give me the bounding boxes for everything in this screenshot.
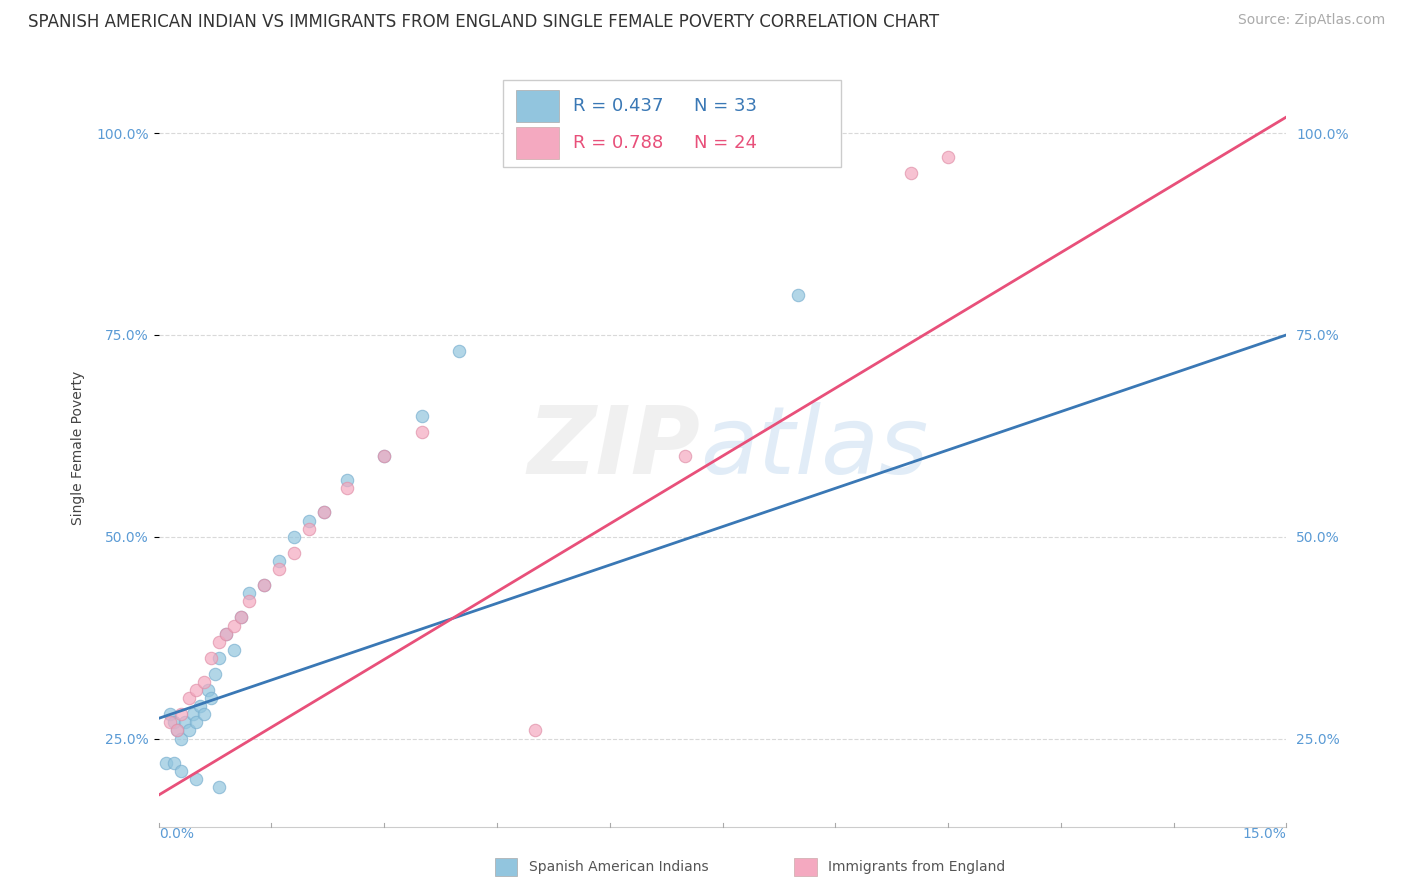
Point xyxy=(314,506,336,520)
Text: N = 24: N = 24 xyxy=(695,134,758,152)
Point xyxy=(222,642,245,657)
Point xyxy=(208,650,231,665)
Text: SPANISH AMERICAN INDIAN VS IMMIGRANTS FROM ENGLAND SINGLE FEMALE POVERTY CORRELA: SPANISH AMERICAN INDIAN VS IMMIGRANTS FR… xyxy=(28,13,939,31)
Point xyxy=(336,481,359,495)
Point xyxy=(298,522,321,536)
Point xyxy=(181,707,204,722)
Point xyxy=(166,723,188,738)
Point xyxy=(314,506,336,520)
Point xyxy=(163,715,186,730)
Point xyxy=(193,675,215,690)
Point xyxy=(208,634,231,648)
Y-axis label: Single Female Poverty: Single Female Poverty xyxy=(72,371,86,525)
Point xyxy=(215,626,238,640)
Point xyxy=(373,449,395,463)
Text: Source: ZipAtlas.com: Source: ZipAtlas.com xyxy=(1237,13,1385,28)
Point xyxy=(174,715,197,730)
Point xyxy=(208,780,231,794)
Point xyxy=(298,514,321,528)
Point xyxy=(155,756,177,770)
Point xyxy=(170,707,193,722)
Point xyxy=(159,707,181,722)
Text: R = 0.437: R = 0.437 xyxy=(572,97,664,115)
Point xyxy=(186,715,208,730)
Text: atlas: atlas xyxy=(700,402,928,493)
Point xyxy=(204,667,226,681)
Point xyxy=(253,578,276,592)
Point xyxy=(411,425,433,439)
Point xyxy=(283,530,305,544)
Point xyxy=(411,409,433,423)
Point xyxy=(186,772,208,786)
Point xyxy=(336,473,359,487)
Point xyxy=(900,166,922,180)
Point xyxy=(197,683,219,698)
Point xyxy=(238,594,260,608)
Point xyxy=(267,562,290,576)
Point xyxy=(193,707,215,722)
Point xyxy=(373,449,395,463)
Point xyxy=(523,723,546,738)
Point xyxy=(936,150,959,164)
Point xyxy=(215,626,238,640)
Point xyxy=(267,554,290,568)
Point xyxy=(200,691,222,706)
Point xyxy=(163,756,186,770)
Text: Spanish American Indians: Spanish American Indians xyxy=(529,860,709,874)
FancyBboxPatch shape xyxy=(503,80,841,167)
Text: ZIP: ZIP xyxy=(527,402,700,494)
Point xyxy=(238,586,260,600)
Point xyxy=(186,683,208,698)
Text: 15.0%: 15.0% xyxy=(1243,827,1286,841)
Bar xyxy=(516,90,560,122)
Point xyxy=(283,546,305,560)
Point xyxy=(673,449,696,463)
Point xyxy=(222,618,245,632)
Bar xyxy=(516,127,560,159)
Point xyxy=(786,287,808,301)
Point xyxy=(200,650,222,665)
Point xyxy=(188,699,211,714)
Point xyxy=(159,715,181,730)
Point xyxy=(231,610,253,624)
Point xyxy=(449,344,471,359)
Text: R = 0.788: R = 0.788 xyxy=(572,134,662,152)
Text: Immigrants from England: Immigrants from England xyxy=(828,860,1005,874)
Point xyxy=(170,731,193,746)
Point xyxy=(253,578,276,592)
Point xyxy=(170,764,193,778)
Point xyxy=(166,723,188,738)
Point xyxy=(177,723,200,738)
Point xyxy=(231,610,253,624)
Text: 0.0%: 0.0% xyxy=(159,827,194,841)
Point xyxy=(177,691,200,706)
Text: N = 33: N = 33 xyxy=(695,97,758,115)
